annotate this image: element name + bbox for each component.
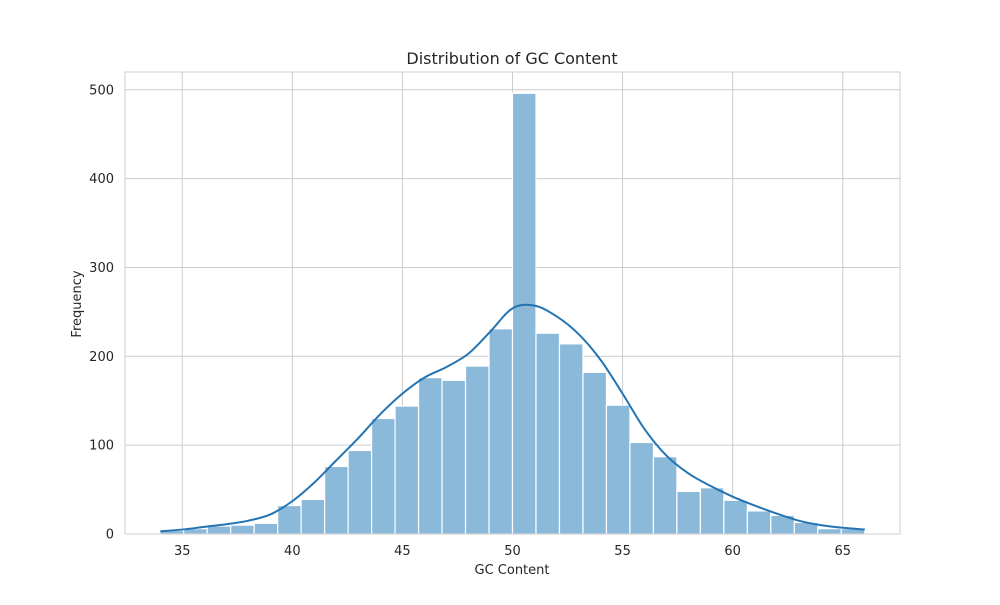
x-tick-label: 65 bbox=[834, 544, 851, 559]
histogram-bar bbox=[676, 490, 701, 535]
histogram-bar bbox=[535, 332, 561, 535]
kde-curve-group bbox=[160, 303, 865, 533]
y-tick-label: 500 bbox=[89, 83, 114, 98]
y-tick-label: 0 bbox=[106, 528, 114, 543]
histogram-bar bbox=[394, 405, 420, 535]
histogram-bar bbox=[746, 510, 772, 535]
histogram-bar bbox=[206, 525, 232, 535]
histogram-bar bbox=[817, 528, 842, 535]
x-tick-label: 60 bbox=[724, 544, 741, 559]
histogram-bar bbox=[605, 404, 631, 535]
histogram-bar bbox=[300, 498, 326, 535]
x-tick-label: 45 bbox=[394, 544, 411, 559]
histogram-bar bbox=[253, 522, 279, 535]
y-tick-label: 400 bbox=[89, 172, 114, 187]
x-tick-label: 50 bbox=[504, 544, 521, 559]
x-tick-label: 55 bbox=[614, 544, 631, 559]
histogram-bar bbox=[277, 504, 302, 535]
histogram-bar bbox=[417, 377, 443, 535]
x-tick-label: 40 bbox=[284, 544, 301, 559]
y-axis-label: Frequency bbox=[70, 270, 85, 337]
histogram-bar bbox=[558, 343, 584, 535]
kde-line bbox=[160, 303, 865, 533]
chart-title: Distribution of GC Content bbox=[406, 49, 617, 68]
histogram-bar bbox=[652, 456, 678, 535]
histogram-bar bbox=[441, 379, 467, 535]
histogram-bar bbox=[699, 487, 725, 535]
histogram-bar bbox=[723, 499, 748, 535]
histogram-bar bbox=[511, 92, 537, 535]
histogram-bar bbox=[347, 449, 373, 535]
y-tick-label: 200 bbox=[89, 350, 114, 365]
histogram-bar bbox=[629, 441, 655, 535]
axes: 35 40 45 50 55 60 65 0 100 200 300 400 500 bbox=[89, 71, 901, 559]
histogram-bar bbox=[464, 365, 490, 535]
axes-frame bbox=[124, 71, 901, 535]
x-tick-label: 35 bbox=[174, 544, 191, 559]
histogram-bar bbox=[230, 524, 255, 535]
y-tick-label: 100 bbox=[89, 439, 114, 454]
histogram-bars bbox=[159, 92, 866, 535]
x-axis-label: GC Content bbox=[475, 563, 550, 578]
histogram-bar bbox=[370, 417, 396, 535]
y-tick-label: 300 bbox=[89, 261, 114, 276]
histogram-bar bbox=[488, 328, 514, 535]
histogram-bar bbox=[324, 465, 349, 535]
histogram-bar bbox=[582, 371, 608, 535]
